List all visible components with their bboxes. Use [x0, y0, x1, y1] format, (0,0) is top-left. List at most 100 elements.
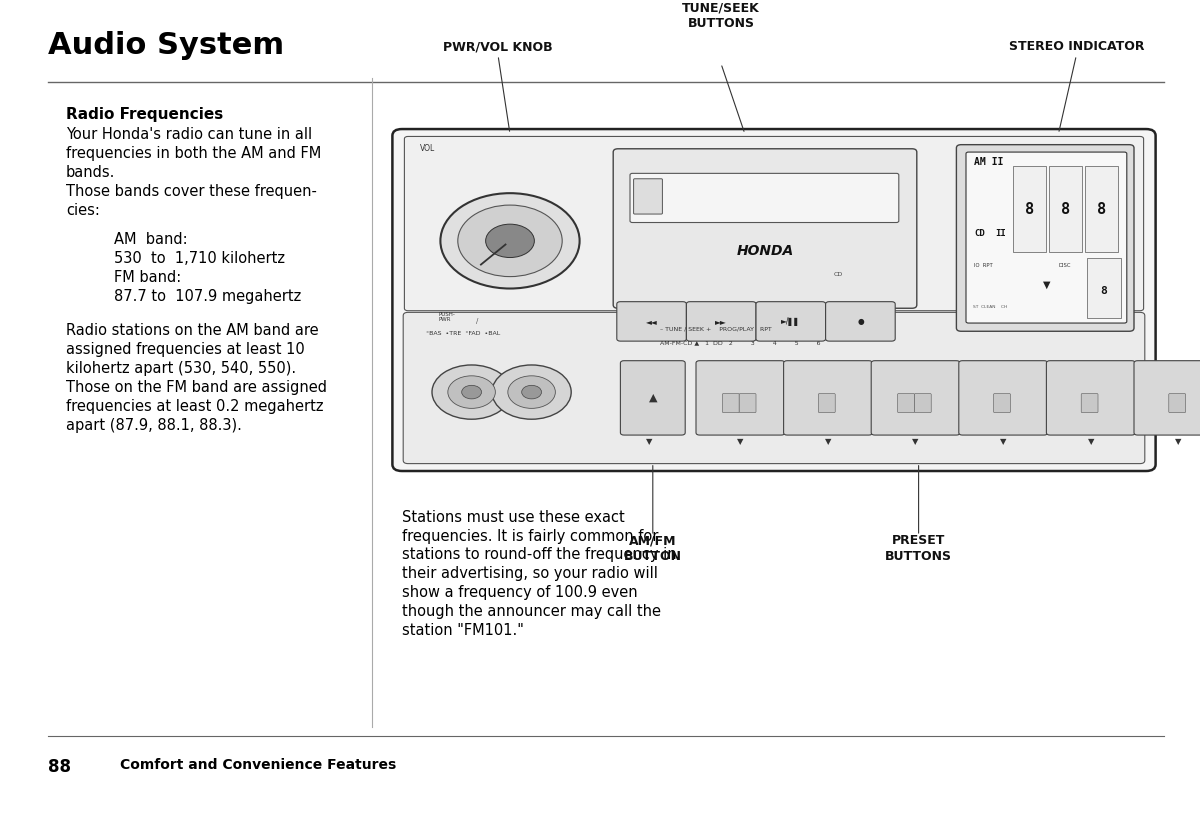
Text: CD: CD — [834, 272, 844, 277]
Text: Your Honda's radio can tune in all: Your Honda's radio can tune in all — [66, 127, 312, 142]
Text: Radio Frequencies: Radio Frequencies — [66, 107, 223, 122]
FancyBboxPatch shape — [818, 394, 835, 413]
Text: TUNE/SEEK
BUTTONS: TUNE/SEEK BUTTONS — [682, 2, 760, 30]
FancyBboxPatch shape — [613, 149, 917, 308]
FancyBboxPatch shape — [630, 173, 899, 223]
Text: Those bands cover these frequen-: Those bands cover these frequen- — [66, 184, 317, 199]
FancyBboxPatch shape — [966, 152, 1127, 323]
FancyBboxPatch shape — [756, 302, 826, 341]
FancyBboxPatch shape — [1049, 166, 1082, 252]
Circle shape — [440, 193, 580, 289]
Text: PWR/VOL KNOB: PWR/VOL KNOB — [443, 40, 553, 53]
FancyBboxPatch shape — [1169, 394, 1186, 413]
Text: 8: 8 — [1097, 201, 1106, 216]
Text: frequencies at least 0.2 megahertz: frequencies at least 0.2 megahertz — [66, 399, 324, 413]
Circle shape — [448, 376, 496, 409]
FancyBboxPatch shape — [722, 394, 739, 413]
Text: Audio System: Audio System — [48, 31, 284, 60]
FancyBboxPatch shape — [1013, 166, 1046, 252]
Text: ►►: ►► — [715, 317, 727, 326]
Text: IO  RPT: IO RPT — [974, 263, 994, 268]
FancyBboxPatch shape — [1087, 258, 1121, 318]
FancyBboxPatch shape — [404, 136, 1144, 311]
FancyBboxPatch shape — [617, 302, 686, 341]
Text: Those on the FM band are assigned: Those on the FM band are assigned — [66, 380, 326, 395]
Text: ST  CLEAN    CH: ST CLEAN CH — [973, 305, 1008, 308]
Text: cies:: cies: — [66, 203, 100, 218]
Text: PRESET
BUTTONS: PRESET BUTTONS — [886, 534, 952, 563]
Text: ▼: ▼ — [1043, 279, 1051, 289]
Text: AM/FM
BUTTON: AM/FM BUTTON — [624, 534, 682, 563]
FancyBboxPatch shape — [1085, 166, 1118, 252]
Text: DISC: DISC — [1058, 263, 1072, 268]
Text: 87.7 to  107.9 megahertz: 87.7 to 107.9 megahertz — [114, 289, 301, 303]
Text: PUSH-
PWR: PUSH- PWR — [438, 312, 455, 322]
Text: 530  to  1,710 kilohertz: 530 to 1,710 kilohertz — [114, 251, 286, 266]
FancyBboxPatch shape — [739, 394, 756, 413]
Text: stations to round-off the frequency in: stations to round-off the frequency in — [402, 547, 677, 562]
Circle shape — [462, 386, 481, 399]
Text: VOL: VOL — [420, 144, 436, 153]
Text: Comfort and Convenience Features: Comfort and Convenience Features — [120, 758, 396, 772]
Text: AM II: AM II — [974, 157, 1003, 167]
FancyBboxPatch shape — [686, 302, 756, 341]
Text: CD: CD — [974, 229, 985, 238]
FancyBboxPatch shape — [914, 394, 931, 413]
FancyBboxPatch shape — [634, 178, 662, 214]
Text: STEREO INDICATOR: STEREO INDICATOR — [1009, 40, 1144, 53]
Text: 88: 88 — [48, 758, 71, 776]
FancyBboxPatch shape — [1134, 361, 1200, 435]
Text: their advertising, so your radio will: their advertising, so your radio will — [402, 566, 658, 581]
Text: bands.: bands. — [66, 165, 115, 180]
Text: ▼: ▼ — [646, 436, 653, 446]
Text: Stations must use these exact: Stations must use these exact — [402, 510, 625, 524]
Text: /: / — [476, 318, 479, 324]
Circle shape — [432, 365, 511, 419]
Text: AM  band:: AM band: — [114, 232, 187, 247]
Text: HONDA: HONDA — [737, 244, 793, 258]
FancyBboxPatch shape — [826, 302, 895, 341]
FancyBboxPatch shape — [1081, 394, 1098, 413]
Text: ▼: ▼ — [1000, 436, 1007, 446]
Text: °BAS  •TRE  °FAD  •BAL: °BAS •TRE °FAD •BAL — [426, 331, 500, 336]
Text: ▼: ▼ — [1175, 436, 1182, 446]
Text: ▼: ▼ — [1087, 436, 1094, 446]
FancyBboxPatch shape — [696, 361, 785, 435]
Text: AM-FM-CD ▲   1  DD   2         3         4         5         6: AM-FM-CD ▲ 1 DD 2 3 4 5 6 — [660, 340, 821, 345]
FancyBboxPatch shape — [1046, 361, 1135, 435]
FancyBboxPatch shape — [403, 312, 1145, 464]
FancyBboxPatch shape — [959, 361, 1048, 435]
Text: ◄◄: ◄◄ — [646, 317, 658, 326]
Circle shape — [486, 224, 534, 257]
Text: ▲: ▲ — [648, 393, 658, 403]
FancyBboxPatch shape — [871, 361, 960, 435]
Text: frequencies. It is fairly common for: frequencies. It is fairly common for — [402, 529, 659, 543]
Text: II: II — [995, 229, 1006, 238]
Text: ►/▌▌: ►/▌▌ — [781, 317, 800, 326]
Text: 8: 8 — [1100, 286, 1108, 296]
FancyBboxPatch shape — [956, 145, 1134, 331]
Text: 8: 8 — [1025, 201, 1034, 216]
FancyBboxPatch shape — [784, 361, 872, 435]
Circle shape — [492, 365, 571, 419]
Circle shape — [458, 206, 563, 276]
Text: ●: ● — [857, 317, 864, 326]
Text: show a frequency of 100.9 even: show a frequency of 100.9 even — [402, 585, 637, 600]
Text: ▼: ▼ — [737, 436, 744, 446]
Text: station "FM101.": station "FM101." — [402, 623, 524, 638]
Text: 8: 8 — [1061, 201, 1070, 216]
Text: ▼: ▼ — [824, 436, 832, 446]
FancyBboxPatch shape — [994, 394, 1010, 413]
Text: – TUNE / SEEK +    PROG/PLAY   RPT: – TUNE / SEEK + PROG/PLAY RPT — [660, 326, 772, 331]
Text: kilohertz apart (530, 540, 550).: kilohertz apart (530, 540, 550). — [66, 361, 296, 376]
FancyBboxPatch shape — [620, 361, 685, 435]
Text: assigned frequencies at least 10: assigned frequencies at least 10 — [66, 342, 305, 357]
Text: frequencies in both the AM and FM: frequencies in both the AM and FM — [66, 146, 322, 161]
Text: FM band:: FM band: — [114, 270, 181, 284]
FancyBboxPatch shape — [392, 129, 1156, 471]
Text: Radio stations on the AM band are: Radio stations on the AM band are — [66, 323, 319, 338]
Text: apart (87.9, 88.1, 88.3).: apart (87.9, 88.1, 88.3). — [66, 418, 242, 432]
Circle shape — [522, 386, 541, 399]
Text: ▼: ▼ — [912, 436, 919, 446]
FancyBboxPatch shape — [898, 394, 914, 413]
